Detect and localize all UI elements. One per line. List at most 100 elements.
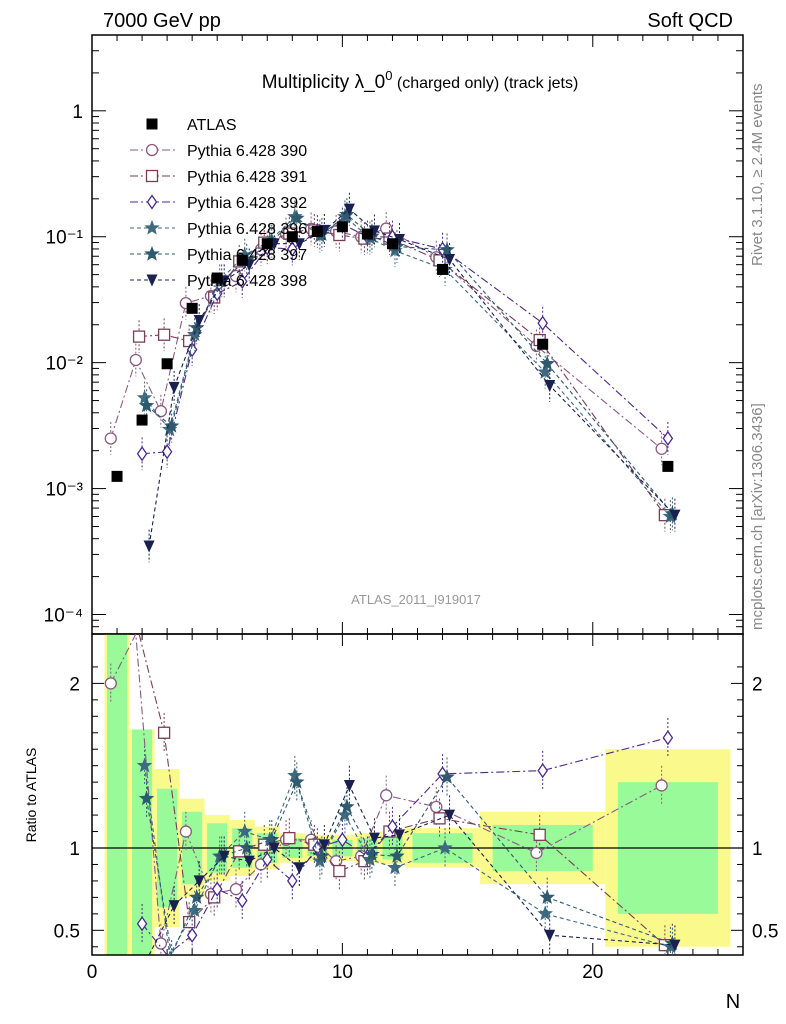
atlas-point <box>136 414 148 426</box>
data-point <box>537 315 548 331</box>
ratio-point <box>136 757 153 773</box>
data-point <box>539 355 555 371</box>
chart-title-sup: 0 <box>385 68 392 83</box>
header-left: 7000 GeV pp <box>103 10 221 32</box>
atlas-point <box>361 228 373 240</box>
x-tick-label: 0 <box>87 962 98 983</box>
legend-marker <box>144 219 160 235</box>
chart-title-main: Multiplicity λ_0 <box>262 72 386 93</box>
ratio-point <box>236 893 248 909</box>
x-tick-label: 10 <box>332 962 353 983</box>
ratio-point <box>539 889 555 904</box>
band-inner <box>107 634 128 955</box>
legend-label: Pythia 6.428 392 <box>187 195 307 212</box>
ratio-y-axis-label: Ratio to ATLAS <box>23 748 39 843</box>
legend-marker <box>144 245 160 261</box>
ratio-point <box>186 902 203 918</box>
atlas-point <box>111 470 123 482</box>
ratio-point <box>433 812 446 825</box>
data-point <box>236 273 248 290</box>
ratio-point <box>439 769 455 784</box>
legend-label: Pythia 6.428 390 <box>187 143 307 160</box>
ratio-point <box>368 832 380 845</box>
ratio-point <box>283 831 296 845</box>
series-ratio-line <box>146 776 673 955</box>
ratio-point <box>333 864 346 878</box>
legend-label: Pythia 6.428 396 <box>187 221 307 238</box>
ratio-point <box>188 889 205 904</box>
data-point <box>544 380 556 393</box>
x-axis-label: N <box>726 991 740 1013</box>
chart-title-tail: (charged only) (track jets) <box>392 75 578 92</box>
ratio-point <box>530 846 543 860</box>
series-ratio <box>148 765 681 955</box>
ratio-point <box>544 929 556 942</box>
series-ratio-line <box>144 765 671 955</box>
mcplots-label: mcplots.cern.ch [arXiv:1306.3436] <box>749 403 766 630</box>
atlas-point <box>211 272 223 284</box>
legend-label: ATLAS <box>187 117 237 134</box>
ratio-point <box>229 883 243 896</box>
series-ratio-line <box>141 737 669 955</box>
y-tick-label: 10⁻⁴ <box>44 605 83 626</box>
data-point <box>129 353 142 367</box>
ratio-point <box>380 789 393 802</box>
data-point <box>161 444 173 460</box>
chart-title: Multiplicity λ_00 (charged only) (track … <box>262 68 579 93</box>
ratio-point <box>168 900 180 913</box>
ratio-point <box>154 937 168 950</box>
series-ratio-line <box>138 634 666 946</box>
ratio-point <box>239 839 255 855</box>
series-line <box>148 208 676 547</box>
atlas-point <box>236 254 248 266</box>
data-point <box>444 253 456 266</box>
ratio-point <box>104 677 117 690</box>
data-point <box>439 241 455 257</box>
data-point <box>157 328 171 341</box>
ratio-point <box>533 828 546 841</box>
y-tick-label: 10⁻¹ <box>46 228 84 249</box>
series-ratio <box>138 634 672 955</box>
analysis-watermark: ATLAS_2011_I919017 <box>351 592 481 607</box>
data-point <box>138 397 155 413</box>
ratio-point <box>179 825 193 838</box>
ratio-y-tick-label-right: 2 <box>752 674 763 695</box>
ratio-point <box>136 916 148 932</box>
data-point <box>669 509 681 522</box>
ratio-point <box>193 875 205 888</box>
ratio-point <box>389 848 405 863</box>
data-point <box>662 430 674 446</box>
atlas-point <box>286 231 298 243</box>
atlas-point <box>311 226 323 238</box>
atlas-point <box>161 358 173 370</box>
ratio-point <box>393 829 405 842</box>
legend-marker <box>145 169 159 183</box>
ratio-panel: 2 2 1 1 0.5 0.5 <box>54 633 778 956</box>
data-point <box>168 381 180 394</box>
data-point <box>143 540 155 553</box>
ratio-point <box>387 859 403 875</box>
ratio-point <box>339 798 355 814</box>
atlas-point <box>261 238 273 250</box>
data-point <box>136 389 153 405</box>
data-point <box>343 203 355 216</box>
ratio-point <box>430 800 443 813</box>
atlas-point <box>186 302 198 314</box>
legend-marker-atlas <box>146 118 158 130</box>
legend-marker <box>145 143 159 157</box>
data-point <box>154 405 168 418</box>
rivet-label: Rivet 3.1.10, ≥ 2.4M events <box>749 84 766 267</box>
ratio-point <box>343 779 355 792</box>
y-tick-label: 1 <box>72 102 83 123</box>
data-point <box>287 241 298 257</box>
ratio-point <box>287 873 298 889</box>
legend-label: Pythia 6.428 398 <box>187 273 307 290</box>
atlas-point <box>336 221 348 233</box>
x-tick-label: 20 <box>582 962 603 983</box>
legend-label: Pythia 6.428 391 <box>187 169 307 186</box>
data-point <box>537 364 553 379</box>
data-point <box>193 315 205 328</box>
legend-marker <box>146 274 158 287</box>
series-main <box>143 192 681 563</box>
